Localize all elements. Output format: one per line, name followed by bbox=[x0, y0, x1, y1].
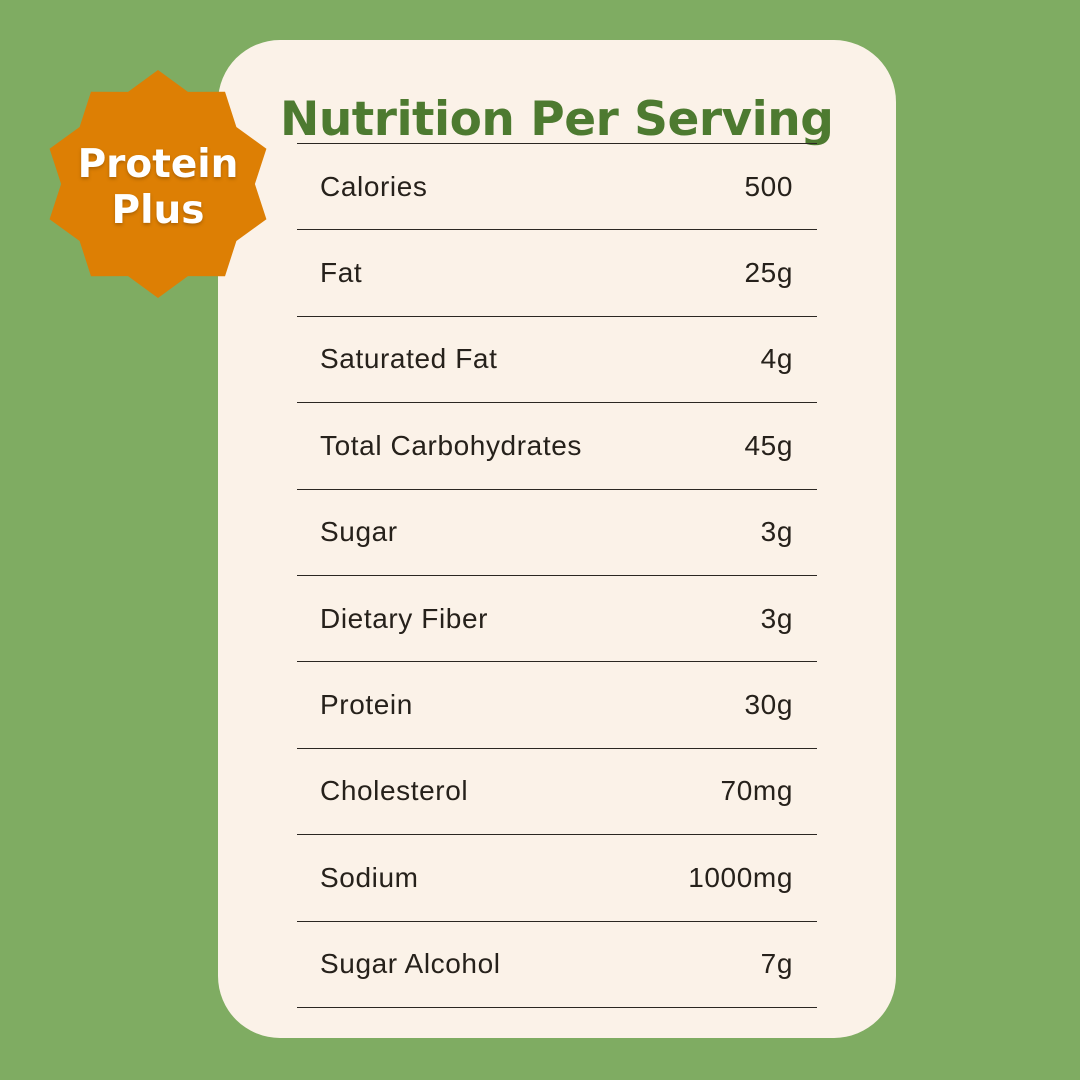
badge-text: Protein Plus bbox=[44, 70, 272, 298]
badge-line1: Protein bbox=[77, 142, 239, 188]
nutrient-label: Total Carbohydrates bbox=[320, 429, 582, 461]
table-row: Cholesterol 70mg bbox=[297, 749, 817, 836]
starburst-icon bbox=[49, 70, 267, 298]
table-row: Sugar 3g bbox=[297, 490, 817, 576]
nutrient-value: 4g bbox=[760, 343, 793, 375]
nutrient-label: Cholesterol bbox=[320, 775, 469, 807]
table-row: Calories 500 bbox=[297, 144, 817, 231]
table-row: Total Carbohydrates 45g bbox=[297, 403, 817, 490]
nutrient-label: Saturated Fat bbox=[320, 343, 498, 375]
nutrient-value: 70mg bbox=[720, 775, 793, 807]
nutrient-value: 7g bbox=[760, 948, 793, 980]
protein-plus-badge: Protein Plus bbox=[44, 70, 272, 298]
table-row: Protein 30g bbox=[297, 662, 817, 749]
nutrient-value: 30g bbox=[744, 689, 793, 721]
nutrient-value: 45g bbox=[744, 429, 793, 461]
nutrient-label: Calories bbox=[320, 170, 428, 202]
nutrient-label: Sodium bbox=[320, 861, 419, 893]
nutrient-label: Dietary Fiber bbox=[320, 602, 489, 634]
nutrition-table: Calories 500 Fat 25g Saturated Fat 4g To… bbox=[297, 143, 817, 1008]
table-row: Sodium 1000mg bbox=[297, 835, 817, 922]
nutrient-value: 500 bbox=[744, 170, 793, 202]
nutrient-label: Sugar Alcohol bbox=[320, 948, 501, 980]
nutrient-value: 25g bbox=[744, 257, 793, 289]
nutrient-value: 1000mg bbox=[688, 861, 793, 893]
table-row: Saturated Fat 4g bbox=[297, 317, 817, 404]
nutrient-label: Sugar bbox=[320, 516, 398, 548]
nutrition-card: Nutrition Per Serving Calories 500 Fat 2… bbox=[218, 40, 896, 1038]
nutrient-value: 3g bbox=[760, 516, 793, 548]
nutrient-value: 3g bbox=[760, 602, 793, 634]
table-row: Dietary Fiber 3g bbox=[297, 576, 817, 663]
page-title: Nutrition Per Serving bbox=[280, 92, 834, 147]
table-row: Sugar Alcohol 7g bbox=[297, 922, 817, 1008]
badge-line2: Plus bbox=[111, 188, 205, 233]
nutrient-label: Fat bbox=[320, 257, 363, 289]
nutrient-label: Protein bbox=[320, 689, 413, 721]
table-row: Fat 25g bbox=[297, 230, 817, 317]
